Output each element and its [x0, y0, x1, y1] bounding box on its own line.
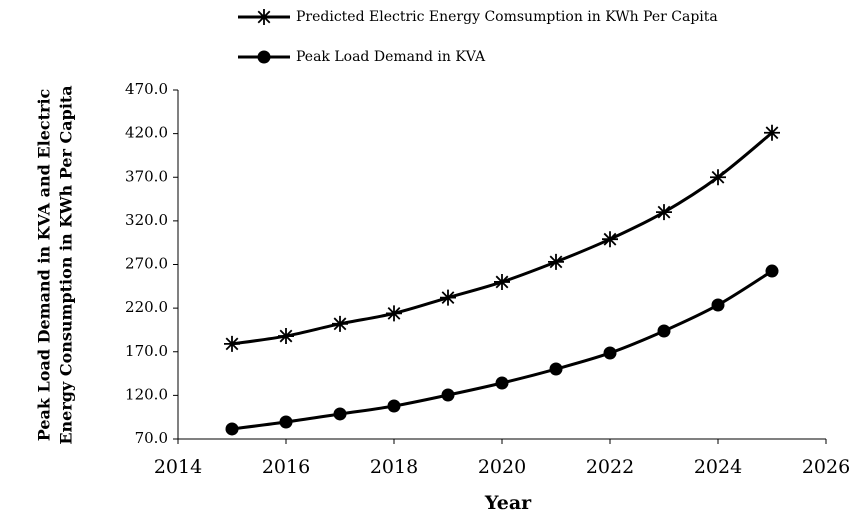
y-tick-label: 320.0	[125, 211, 168, 229]
data-point	[332, 315, 348, 332]
legend-label: Predicted Electric Energy Comsumption in…	[296, 9, 718, 25]
data-point	[765, 264, 779, 278]
y-tick-label: 470.0	[125, 80, 168, 98]
y-tick-label: 70.0	[135, 429, 168, 447]
y-tick-label: 370.0	[125, 167, 168, 185]
x-tick-label: 2016	[262, 456, 310, 478]
x-tick-label: 2026	[802, 456, 850, 478]
data-point	[710, 169, 726, 186]
y-tick-label: 420.0	[125, 124, 168, 142]
data-point	[603, 346, 617, 360]
x-tick-label: 2014	[154, 456, 202, 478]
data-point	[224, 335, 240, 352]
data-point	[279, 415, 293, 429]
data-point	[225, 422, 239, 436]
data-point	[333, 407, 347, 421]
data-point	[711, 298, 725, 312]
y-axis-label-line: Peak Load Demand in KVA and Electric	[35, 88, 54, 441]
data-point	[548, 253, 564, 270]
data-point	[494, 273, 510, 290]
data-point	[656, 204, 672, 221]
y-tick-label: 220.0	[125, 298, 168, 316]
y-tick-label: 120.0	[125, 385, 168, 403]
y-tick-label: 270.0	[125, 255, 168, 273]
y-axis-label-line: Energy Consumption in KWh Per Capita	[57, 85, 76, 444]
legend-marker	[256, 9, 272, 25]
y-axis-label: Peak Load Demand in KVA and Electric Ene…	[35, 85, 76, 444]
data-point	[495, 376, 509, 390]
legend-marker	[257, 50, 271, 64]
data-point	[278, 328, 294, 345]
data-point	[387, 399, 401, 413]
data-point	[386, 305, 402, 322]
data-point	[764, 124, 780, 141]
x-tick-label: 2024	[694, 456, 742, 478]
series-line	[231, 269, 773, 431]
legend-label: Peak Load Demand in KVA	[296, 49, 486, 65]
data-point	[440, 289, 456, 306]
x-tick-label: 2022	[586, 456, 634, 478]
series-line	[231, 131, 773, 346]
data-point	[549, 362, 563, 376]
x-axis-label: Year	[484, 492, 532, 514]
x-tick-label: 2020	[478, 456, 526, 478]
data-point	[441, 388, 455, 402]
x-tick-label: 2018	[370, 456, 418, 478]
data-point	[602, 231, 618, 248]
y-tick-label: 170.0	[125, 342, 168, 360]
data-point	[657, 324, 671, 338]
